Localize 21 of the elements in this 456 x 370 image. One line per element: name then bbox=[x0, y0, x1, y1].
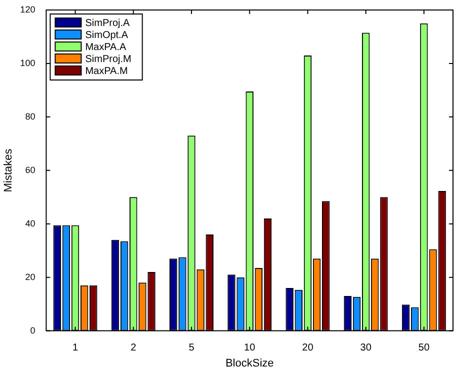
legend-label: SimOpt.A bbox=[85, 30, 128, 41]
y-tick-label: 60 bbox=[25, 164, 36, 175]
y-tick-label: 120 bbox=[20, 4, 36, 14]
x-tick-label: 30 bbox=[360, 342, 372, 354]
x-tick-label: 5 bbox=[188, 342, 195, 354]
legend-label: MaxPA.M bbox=[85, 66, 128, 77]
y-tick-label: 80 bbox=[25, 111, 36, 122]
x-tick-label: 2 bbox=[130, 342, 137, 354]
y-tick-label: 100 bbox=[20, 58, 36, 68]
y-tick-label: 40 bbox=[25, 218, 36, 228]
x-tick-label: 1 bbox=[72, 342, 78, 354]
y-axis-title: Mistakes bbox=[2, 148, 15, 192]
legend-label: SimProj.M bbox=[85, 54, 132, 65]
x-tick-label: 50 bbox=[418, 342, 430, 354]
x-axis-title: BlockSize bbox=[225, 357, 274, 370]
x-tick-label: 10 bbox=[244, 342, 256, 354]
x-tick-label: 20 bbox=[302, 342, 314, 354]
y-tick-label: 20 bbox=[25, 272, 36, 282]
legend-label: SimProj.A bbox=[85, 18, 130, 29]
y-tick-label: 0 bbox=[30, 325, 36, 336]
legend-label: MaxPA.A bbox=[85, 42, 126, 53]
